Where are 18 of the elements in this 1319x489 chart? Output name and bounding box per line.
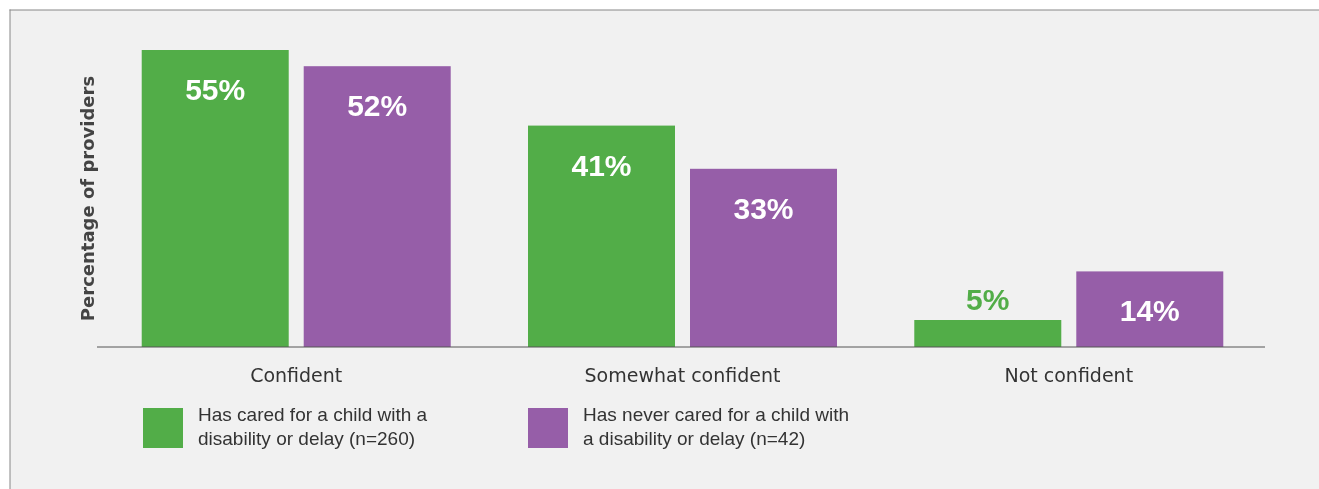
- data-label: 52%: [347, 89, 408, 123]
- bar: [141, 50, 289, 347]
- bar: [1076, 271, 1224, 347]
- bar: [914, 320, 1062, 347]
- x-tick-label: Confident: [250, 364, 343, 386]
- bar: [528, 125, 675, 347]
- data-label: 5%: [966, 283, 1010, 316]
- x-tick-label: Somewhat confident: [584, 364, 781, 386]
- y-axis-title: Percentage of providers: [77, 75, 98, 322]
- legend-label: Has never cared for a child with a disability or delay (n=42): [583, 404, 850, 449]
- x-tick-label: Not confident: [1004, 364, 1134, 386]
- bar: [303, 66, 451, 347]
- data-label: 33%: [733, 191, 794, 225]
- data-label: 14%: [1119, 294, 1180, 328]
- bar: [690, 168, 837, 347]
- legend-label: Has cared for a child with a disability or delay (n=260): [198, 404, 428, 449]
- data-label: 41%: [571, 148, 632, 182]
- data-label: 55%: [185, 73, 246, 106]
